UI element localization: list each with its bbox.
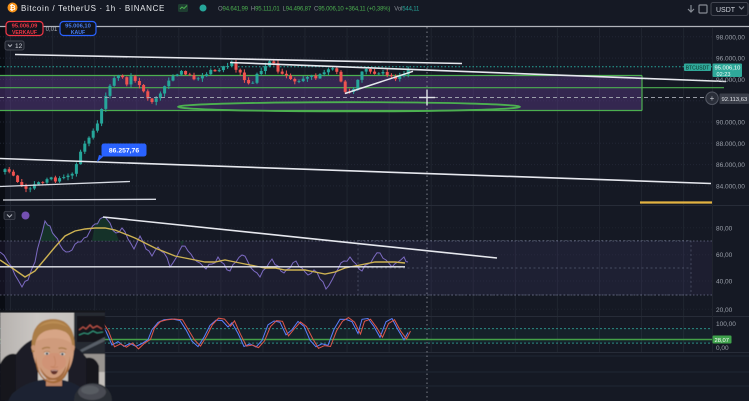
svg-text:28,07: 28,07 — [715, 338, 730, 344]
svg-text:60,00: 60,00 — [716, 252, 733, 259]
svg-text:₿: ₿ — [9, 3, 15, 12]
svg-text:VERKAUF: VERKAUF — [12, 30, 37, 36]
svg-text:12: 12 — [15, 43, 23, 50]
svg-text:84.000,00: 84.000,00 — [716, 184, 745, 191]
svg-text:02:23: 02:23 — [717, 72, 731, 78]
svg-text:98.000,00: 98.000,00 — [716, 34, 745, 41]
svg-text:94.000,00: 94.000,00 — [716, 77, 745, 84]
svg-text:95.006,10: 95.006,10 — [715, 66, 741, 72]
svg-text:USDT: USDT — [716, 7, 736, 14]
svg-text:88.000,00: 88.000,00 — [716, 141, 745, 148]
svg-text:90.000,00: 90.000,00 — [716, 120, 745, 127]
svg-text:80,00: 80,00 — [716, 225, 733, 232]
svg-text:40,00: 40,00 — [716, 279, 733, 286]
svg-text:Bitcoin / TetherUS · 1h · BINA: Bitcoin / TetherUS · 1h · BINANCE — [21, 4, 165, 13]
svg-text:20,00: 20,00 — [716, 307, 733, 314]
svg-text:86.000,00: 86.000,00 — [716, 162, 745, 169]
svg-text:0,00: 0,00 — [716, 345, 729, 352]
svg-text:92.113,63: 92.113,63 — [722, 97, 748, 103]
svg-text:95.006,09: 95.006,09 — [12, 24, 39, 30]
svg-text:BTCUSDT: BTCUSDT — [686, 65, 710, 71]
svg-text:95.006,10: 95.006,10 — [65, 24, 91, 30]
svg-text:0,01: 0,01 — [46, 27, 58, 33]
svg-text:86.257,76: 86.257,76 — [109, 148, 139, 155]
svg-text:KAUF: KAUF — [71, 30, 85, 36]
svg-text:+: + — [710, 94, 715, 103]
svg-text:96.000,00: 96.000,00 — [716, 56, 745, 63]
svg-text:100,00: 100,00 — [716, 321, 736, 328]
